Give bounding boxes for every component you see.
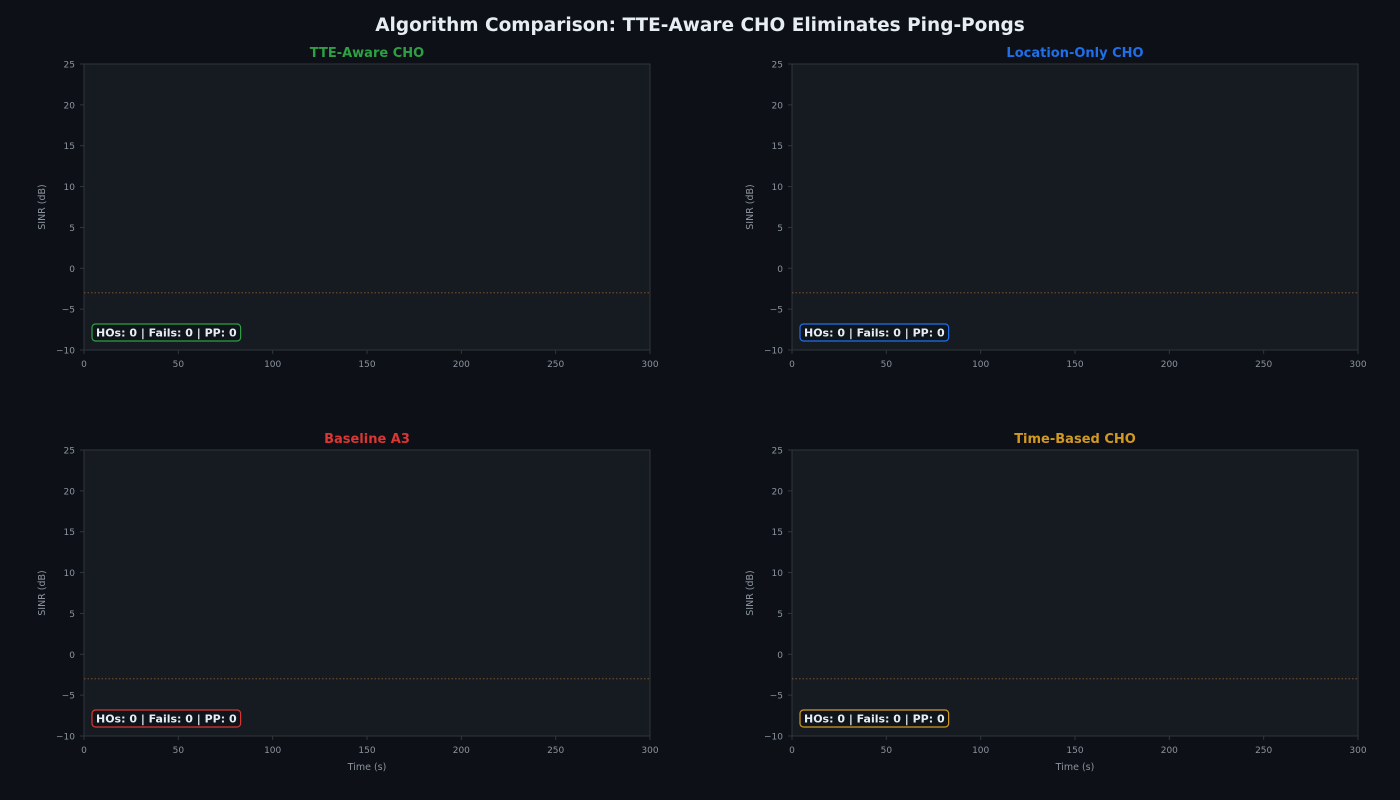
y-tick-label: 15 <box>64 142 75 152</box>
x-tick-label: 50 <box>881 360 893 370</box>
y-tick-label: 20 <box>64 101 76 111</box>
x-tick-label: 0 <box>81 360 87 370</box>
y-tick-label: 10 <box>772 183 784 193</box>
x-tick-label: 200 <box>453 746 470 756</box>
subplot-4: Time-Based CHO 0 50 100 150 200 250 300 −10 −5 0 5 1… <box>745 432 1367 773</box>
y-tick-label: 5 <box>69 610 75 620</box>
x-tick-label: 200 <box>1161 746 1178 756</box>
x-tick-label: 100 <box>264 746 281 756</box>
y-tick-label: 10 <box>64 183 76 193</box>
y-tick-label: −10 <box>764 347 783 357</box>
y-tick-label: −10 <box>764 733 783 743</box>
x-tick-label: 250 <box>547 360 564 370</box>
y-axis-label: SINR (dB) <box>37 184 48 230</box>
x-tick-label: 100 <box>972 746 989 756</box>
x-tick-label: 300 <box>641 746 658 756</box>
y-tick-label: 25 <box>64 447 75 457</box>
x-tick-label: 150 <box>358 746 375 756</box>
x-tick-label: 300 <box>1349 746 1366 756</box>
stats-text: HOs: 0 | Fails: 0 | PP: 0 <box>96 713 237 726</box>
x-tick-label: 150 <box>358 360 375 370</box>
x-tick-label: 100 <box>972 360 989 370</box>
x-axis-label: Time (s) <box>1055 762 1095 773</box>
y-tick-label: 5 <box>777 224 783 234</box>
x-axis-label: Time (s) <box>347 762 387 773</box>
y-tick-label: 20 <box>64 487 76 497</box>
y-tick-label: 0 <box>777 265 783 275</box>
figure-title: Algorithm Comparison: TTE-Aware CHO Elim… <box>375 15 1025 36</box>
y-tick-label: 20 <box>772 101 784 111</box>
stats-box <box>91 709 242 728</box>
y-tick-label: 20 <box>772 487 784 497</box>
x-tick-label: 50 <box>173 746 185 756</box>
plot-area <box>83 449 651 737</box>
y-tick-label: 15 <box>64 528 75 538</box>
y-tick-label: −5 <box>62 306 75 316</box>
y-tick-label: 5 <box>69 224 75 234</box>
subplot-title: Time-Based CHO <box>1014 432 1136 447</box>
x-tick-label: 0 <box>789 360 795 370</box>
y-tick-label: 10 <box>64 569 76 579</box>
x-tick-label: 300 <box>641 360 658 370</box>
y-tick-label: 25 <box>772 447 783 457</box>
y-tick-label: 25 <box>772 61 783 71</box>
y-axis-label: SINR (dB) <box>37 570 48 616</box>
subplot-title: TTE-Aware CHO <box>310 46 424 61</box>
stats-box <box>799 709 950 728</box>
subplot-title: Baseline A3 <box>324 432 410 447</box>
y-tick-label: 10 <box>772 569 784 579</box>
subplot-3: Baseline A3 0 50 100 150 200 250 300 −10 −5 0 5 10 15… <box>37 432 659 773</box>
y-tick-label: −10 <box>56 347 75 357</box>
y-tick-label: −5 <box>770 692 783 702</box>
stats-box <box>91 323 242 342</box>
plot-area <box>83 63 651 351</box>
x-tick-label: 0 <box>81 746 87 756</box>
y-tick-label: −10 <box>56 733 75 743</box>
y-tick-label: 0 <box>69 651 75 661</box>
y-tick-label: 5 <box>777 610 783 620</box>
x-tick-label: 150 <box>1066 360 1083 370</box>
stats-text: HOs: 0 | Fails: 0 | PP: 0 <box>96 327 237 340</box>
stats-box <box>799 323 950 342</box>
x-tick-label: 50 <box>881 746 893 756</box>
y-tick-label: −5 <box>770 306 783 316</box>
x-tick-label: 0 <box>789 746 795 756</box>
x-tick-label: 250 <box>1255 746 1272 756</box>
x-tick-label: 300 <box>1349 360 1366 370</box>
x-tick-label: 150 <box>1066 746 1083 756</box>
y-tick-label: 0 <box>777 651 783 661</box>
x-tick-label: 200 <box>1161 360 1178 370</box>
y-tick-label: 15 <box>772 142 783 152</box>
x-tick-label: 250 <box>547 746 564 756</box>
x-tick-label: 100 <box>264 360 281 370</box>
y-axis-label: SINR (dB) <box>745 184 756 230</box>
y-tick-label: 0 <box>69 265 75 275</box>
plot-area <box>791 449 1359 737</box>
x-tick-label: 250 <box>1255 360 1272 370</box>
y-tick-label: 15 <box>772 528 783 538</box>
stats-text: HOs: 0 | Fails: 0 | PP: 0 <box>804 713 945 726</box>
subplot-1: TTE-Aware CHO 0 50 100 150 200 250 300 −10 −5 0 5 10… <box>37 46 659 370</box>
plot-area <box>791 63 1359 351</box>
x-tick-label: 200 <box>453 360 470 370</box>
x-tick-label: 50 <box>173 360 185 370</box>
stats-text: HOs: 0 | Fails: 0 | PP: 0 <box>804 327 945 340</box>
y-tick-label: 25 <box>64 61 75 71</box>
y-axis-label: SINR (dB) <box>745 570 756 616</box>
subplot-title: Location-Only CHO <box>1006 46 1143 61</box>
y-tick-label: −5 <box>62 692 75 702</box>
